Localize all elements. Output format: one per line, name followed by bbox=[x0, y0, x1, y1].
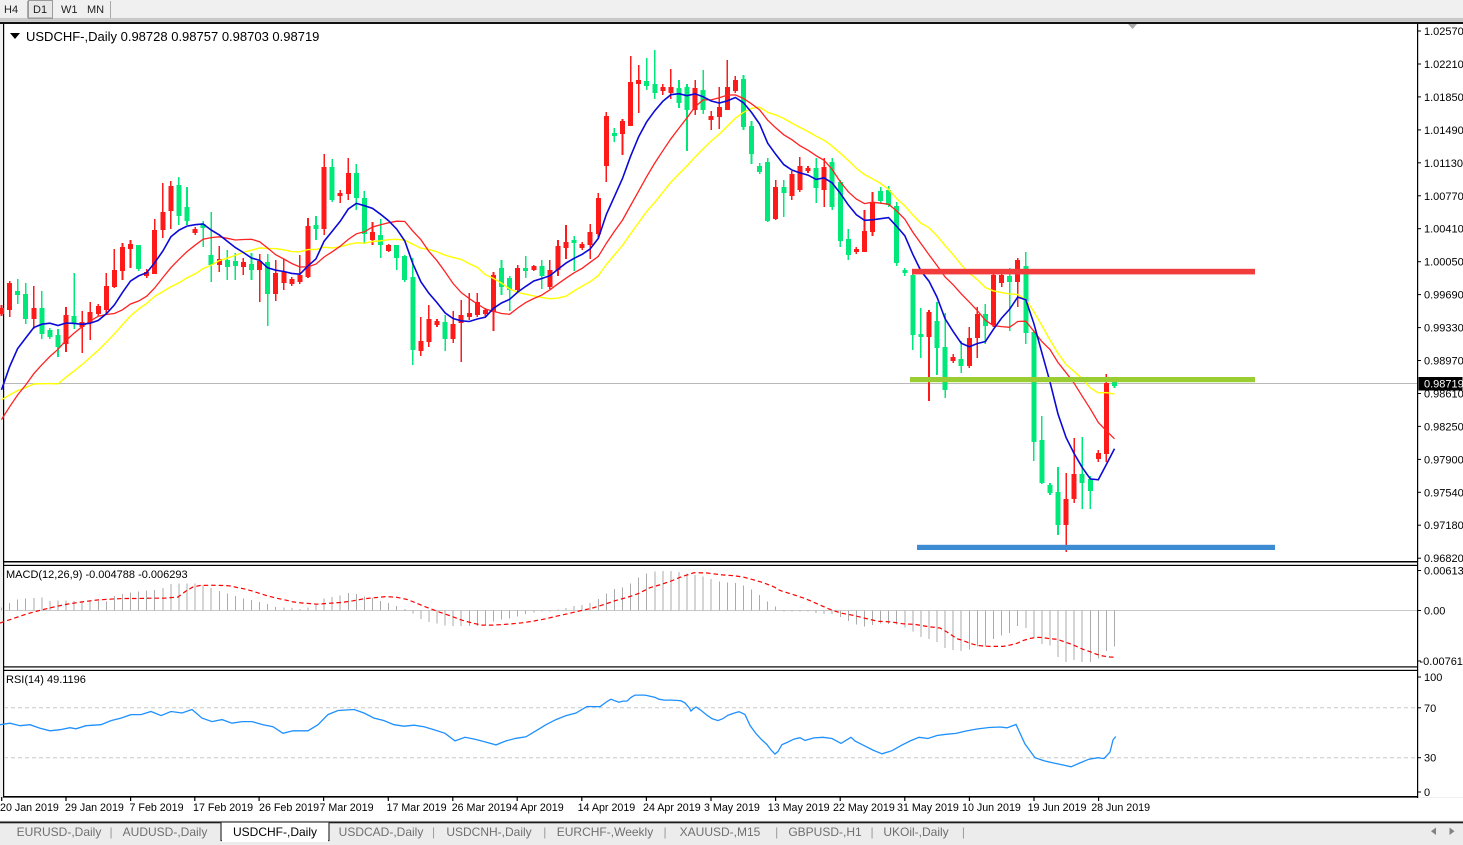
svg-text:17 Mar 2019: 17 Mar 2019 bbox=[387, 802, 447, 814]
svg-text:70: 70 bbox=[1424, 703, 1436, 715]
svg-text:26 Mar 2019: 26 Mar 2019 bbox=[452, 802, 512, 814]
svg-text:22 May 2019: 22 May 2019 bbox=[833, 802, 895, 814]
svg-text:0.96820: 0.96820 bbox=[1424, 553, 1463, 565]
svg-text:H4: H4 bbox=[4, 4, 18, 16]
svg-text:1.01490: 1.01490 bbox=[1424, 125, 1463, 137]
svg-text:14 Apr 2019: 14 Apr 2019 bbox=[578, 802, 636, 814]
svg-text:|: | bbox=[962, 825, 965, 839]
svg-text:MN: MN bbox=[87, 4, 104, 16]
svg-text:1.01850: 1.01850 bbox=[1424, 92, 1463, 104]
svg-text:EURUSD-,Daily: EURUSD-,Daily bbox=[17, 825, 102, 839]
svg-text:3 May 2019: 3 May 2019 bbox=[704, 802, 760, 814]
svg-text:|: | bbox=[775, 825, 778, 839]
svg-text:0.99330: 0.99330 bbox=[1424, 323, 1463, 335]
svg-text:26 Feb 2019: 26 Feb 2019 bbox=[259, 802, 319, 814]
svg-text:10 Jun 2019: 10 Jun 2019 bbox=[962, 802, 1021, 814]
svg-text:USDCNH-,Daily: USDCNH-,Daily bbox=[446, 825, 531, 839]
svg-text:GBPUSD-,H1: GBPUSD-,H1 bbox=[788, 825, 862, 839]
svg-text:D1: D1 bbox=[33, 4, 47, 16]
svg-text:1.00410: 1.00410 bbox=[1424, 224, 1463, 236]
svg-text:7 Mar 2019: 7 Mar 2019 bbox=[320, 802, 374, 814]
svg-text:1.01130: 1.01130 bbox=[1424, 158, 1463, 170]
svg-text:0.97900: 0.97900 bbox=[1424, 454, 1463, 466]
svg-text:0.00613: 0.00613 bbox=[1424, 566, 1463, 578]
svg-text:30: 30 bbox=[1424, 753, 1436, 765]
svg-text:7 Feb 2019: 7 Feb 2019 bbox=[130, 802, 184, 814]
svg-text:EURCHF-,Weekly: EURCHF-,Weekly bbox=[557, 825, 653, 839]
svg-text:0.97180: 0.97180 bbox=[1424, 520, 1463, 532]
svg-text:0.98719: 0.98719 bbox=[1424, 379, 1463, 391]
svg-text:|: | bbox=[109, 825, 112, 839]
svg-text:28 Jun 2019: 28 Jun 2019 bbox=[1091, 802, 1150, 814]
svg-text:|: | bbox=[543, 825, 546, 839]
svg-text:0.98970: 0.98970 bbox=[1424, 356, 1463, 368]
svg-text:0: 0 bbox=[1424, 787, 1430, 799]
svg-text:USDCHF-,Daily 0.98728 0.98757: USDCHF-,Daily 0.98728 0.98757 0.98703 0.… bbox=[26, 29, 319, 44]
svg-text:1.02570: 1.02570 bbox=[1424, 26, 1463, 38]
svg-text:0.00: 0.00 bbox=[1424, 606, 1445, 618]
svg-text:RSI(14) 49.1196: RSI(14) 49.1196 bbox=[6, 674, 86, 686]
svg-text:100: 100 bbox=[1424, 672, 1442, 684]
svg-text:W1: W1 bbox=[61, 4, 78, 16]
svg-text:|: | bbox=[432, 825, 435, 839]
svg-text:MACD(12,26,9) -0.004788 -0.006: MACD(12,26,9) -0.004788 -0.006293 bbox=[6, 569, 188, 581]
svg-text:AUDUSD-,Daily: AUDUSD-,Daily bbox=[123, 825, 208, 839]
svg-text:XAUUSD-,M15: XAUUSD-,M15 bbox=[680, 825, 761, 839]
svg-text:UKOil-,Daily: UKOil-,Daily bbox=[883, 825, 948, 839]
svg-text:20 Jan 2019: 20 Jan 2019 bbox=[0, 802, 59, 814]
svg-text:0.99690: 0.99690 bbox=[1424, 290, 1463, 302]
svg-text:0.98250: 0.98250 bbox=[1424, 421, 1463, 433]
svg-text:0.98610: 0.98610 bbox=[1424, 389, 1463, 401]
svg-text:13 May 2019: 13 May 2019 bbox=[768, 802, 830, 814]
svg-text:|: | bbox=[870, 825, 873, 839]
svg-text:17 Feb 2019: 17 Feb 2019 bbox=[193, 802, 253, 814]
svg-text:-0.007612: -0.007612 bbox=[1420, 656, 1463, 668]
svg-text:1.02210: 1.02210 bbox=[1424, 59, 1463, 71]
svg-text:USDCAD-,Daily: USDCAD-,Daily bbox=[339, 825, 424, 839]
svg-text:1.00050: 1.00050 bbox=[1424, 257, 1463, 269]
svg-text:4 Apr 2019: 4 Apr 2019 bbox=[512, 802, 564, 814]
svg-text:1.00770: 1.00770 bbox=[1424, 191, 1463, 203]
svg-text:24 Apr 2019: 24 Apr 2019 bbox=[643, 802, 701, 814]
svg-text:0.97540: 0.97540 bbox=[1424, 487, 1463, 499]
svg-text:31 May 2019: 31 May 2019 bbox=[897, 802, 959, 814]
svg-text:19 Jun 2019: 19 Jun 2019 bbox=[1028, 802, 1087, 814]
svg-text:|: | bbox=[663, 825, 666, 839]
svg-text:29 Jan 2019: 29 Jan 2019 bbox=[65, 802, 124, 814]
svg-text:USDCHF-,Daily: USDCHF-,Daily bbox=[233, 825, 317, 839]
